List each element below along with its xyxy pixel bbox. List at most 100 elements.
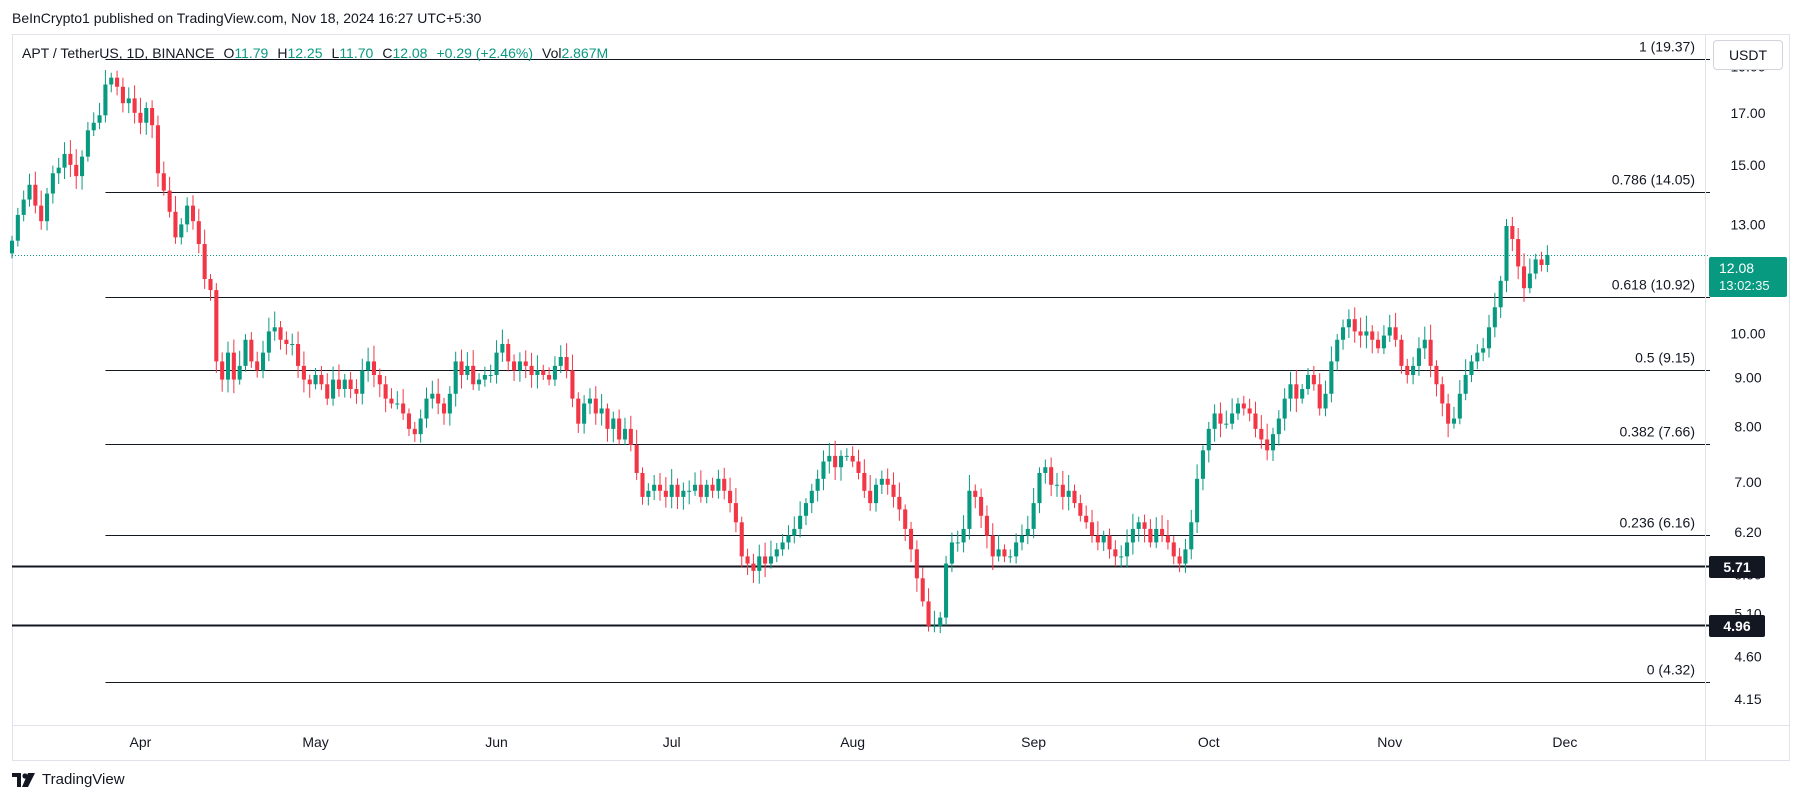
candle-body: [879, 478, 884, 485]
candle-body: [792, 528, 797, 536]
candle-body: [1107, 535, 1112, 550]
candle-body: [1428, 339, 1433, 366]
time-tick-label: Nov: [1377, 734, 1402, 750]
candle-body: [1510, 225, 1515, 240]
support-lines[interactable]: [12, 565, 1710, 627]
candle-body: [325, 384, 330, 399]
candle-body: [313, 374, 318, 385]
candle-body: [441, 403, 447, 414]
time-tick-label: Sep: [1021, 734, 1046, 750]
candle-body: [523, 361, 528, 366]
candle-body: [914, 549, 919, 579]
candle-body: [50, 173, 55, 194]
candle-body: [1241, 403, 1246, 409]
candle-body: [237, 365, 242, 380]
candle-body: [243, 339, 248, 366]
symbol-name[interactable]: APT / TetherUS, 1D, BINANCE: [22, 45, 215, 61]
candle-body: [803, 503, 809, 516]
fib-label-0: 0 (4.32): [1647, 662, 1695, 678]
candle-body: [331, 379, 336, 399]
candle-body: [190, 205, 196, 222]
candle-body: [552, 365, 557, 380]
candle-body: [1282, 398, 1287, 419]
candle-body: [360, 370, 365, 394]
candle-body: [1125, 542, 1130, 557]
candle-body: [1352, 319, 1357, 332]
candle-body: [1358, 331, 1363, 336]
price-tick-label: 10.00: [1730, 325, 1765, 341]
candle-body: [1253, 413, 1258, 429]
tradingview-logo-icon: [12, 772, 35, 787]
candle-body: [1516, 239, 1521, 267]
candle-body: [225, 352, 231, 380]
time-axis[interactable]: Apr May Jun Jul Aug Sep Oct Nov Dec: [12, 725, 1790, 751]
candle-body: [68, 153, 73, 165]
candle-body: [33, 184, 38, 206]
candle-body: [1545, 254, 1550, 266]
candle-body: [488, 374, 493, 376]
candle-body: [494, 352, 499, 375]
candle-body: [1183, 549, 1188, 564]
time-tick-label: Aug: [840, 734, 865, 750]
close-value: C12.08: [382, 45, 428, 61]
candle-body: [751, 563, 756, 571]
currency-button[interactable]: USDT: [1713, 40, 1783, 70]
fib-label-0.5: 0.5 (9.15): [1635, 350, 1695, 366]
candle-body: [1486, 327, 1492, 349]
candle-body: [961, 528, 966, 543]
time-tick-label: Apr: [130, 734, 152, 750]
candle-body: [885, 478, 890, 485]
candle-body: [91, 122, 96, 131]
price-tick-label: 17.00: [1730, 105, 1765, 121]
candle-body: [436, 393, 441, 404]
candle-body: [605, 408, 610, 429]
symbol-legend[interactable]: APT / TetherUS, 1D, BINANCE O11.79 H12.2…: [22, 45, 608, 61]
fib-label-1: 1 (19.37): [1639, 39, 1695, 55]
candle-body: [926, 601, 931, 626]
candle-body: [1288, 384, 1293, 399]
candle-body: [681, 490, 686, 497]
price-tick-label: 6.20: [1734, 524, 1761, 540]
open-value: O11.79: [223, 45, 269, 61]
candle-body: [529, 365, 534, 375]
fib-label-0.382: 0.382 (7.66): [1620, 424, 1696, 440]
candle-body: [1119, 556, 1124, 558]
candle-body: [1072, 490, 1077, 504]
candle-body: [640, 472, 645, 497]
fibonacci-retracement[interactable]: 1 (19.37) 0.786 (14.05) 0.618 (10.92) 0.5 (…: [105, 39, 1710, 683]
candle-body: [768, 556, 773, 564]
candle-body: [1165, 535, 1170, 543]
candle-body: [599, 408, 604, 414]
candle-body: [301, 365, 306, 380]
candle-body: [908, 528, 914, 550]
candle-body: [733, 503, 738, 523]
candle-body: [1387, 327, 1392, 336]
candle-body: [944, 563, 949, 618]
last-price-value: 12.08: [1719, 260, 1755, 276]
tradingview-footer[interactable]: TradingView: [12, 771, 125, 788]
candle-body: [27, 184, 32, 200]
candle-body: [1014, 542, 1019, 557]
candle-body: [809, 490, 814, 504]
candle-body: [132, 98, 137, 113]
candle-body: [973, 490, 978, 497]
candle-body: [260, 352, 266, 371]
price-axis[interactable]: 4.154.605.105.606.207.008.009.0010.0013.…: [1705, 35, 1766, 760]
candle-body: [1160, 528, 1165, 536]
candle-body: [476, 379, 482, 385]
candle-body: [418, 418, 423, 435]
candle-body: [938, 617, 943, 626]
candle-body: [202, 244, 207, 279]
candle-body: [15, 214, 20, 241]
candle-body: [1200, 450, 1205, 479]
publisher-text: BeInCrypto1 published on TradingView.com…: [12, 10, 482, 26]
candle-body: [342, 379, 347, 390]
candle-body: [296, 344, 301, 366]
candle-body: [506, 344, 511, 362]
candle-body: [371, 361, 376, 375]
candle-body: [103, 84, 108, 116]
candle-body: [763, 556, 768, 564]
price-tick-label: 4.15: [1734, 691, 1761, 707]
candle-body: [1054, 484, 1060, 486]
